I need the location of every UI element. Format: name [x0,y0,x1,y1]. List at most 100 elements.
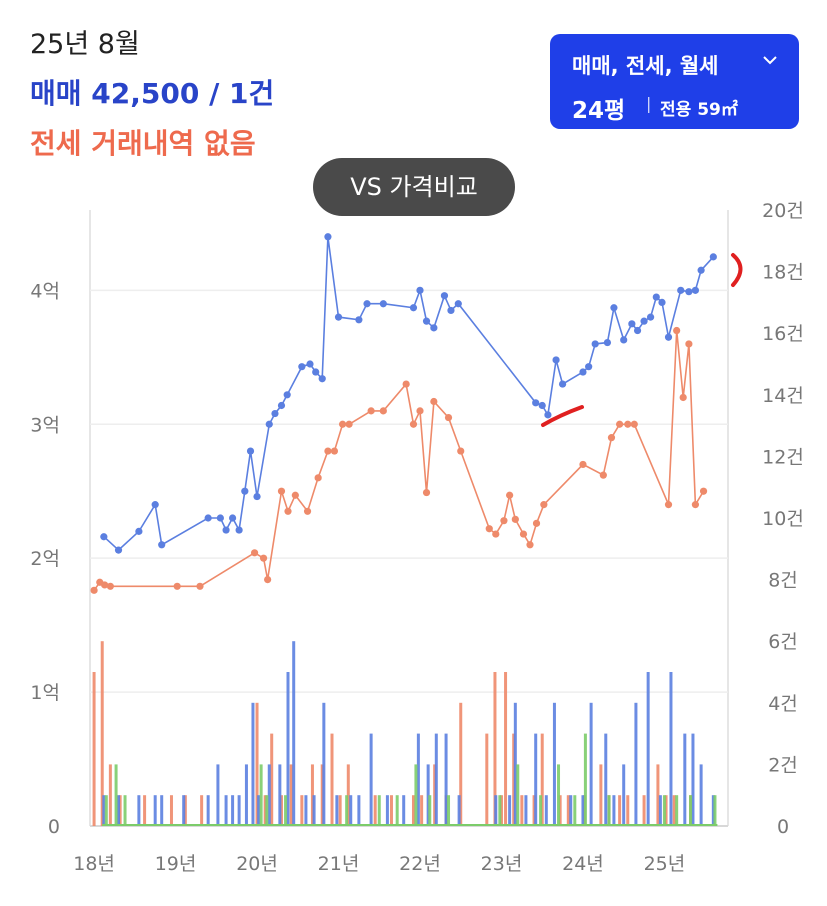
jeonse-price-point [607,434,616,442]
jeonse-price-point [416,407,424,415]
annotations [541,253,743,427]
jeonse-volume-bar [558,795,562,826]
y-right-tick-label: 14건 [762,385,804,407]
y-left-tick-label: 0 [48,816,60,838]
grid [89,210,729,827]
sale-volume-bar [153,795,157,826]
jeonse-price-point [259,554,268,562]
jeonse-volume-bar [310,764,314,826]
wolse-volume-bar [583,733,587,826]
jeonse-price-point [338,420,347,428]
wolse-volume-bar [345,795,349,826]
sale-volume-bar [102,795,106,826]
volume-bars [92,641,718,826]
sale-price-point [228,514,237,522]
sale-price-point [158,541,166,549]
sale-price-point [447,306,455,315]
sale-volume-bar [322,702,326,826]
jeonse-price-point [379,407,387,415]
wolse-volume-bar [259,764,263,826]
sale-price-point [241,487,249,495]
sale-price-point [603,338,612,347]
sale-volume-bar [231,795,235,826]
x-tick-label: 22년 [399,853,441,875]
jeonse-price-point [402,380,410,388]
sale-price-point [271,409,279,418]
chevron-down-icon [760,50,780,75]
wolse-volume-bar [395,795,399,826]
jeonse-price-point [599,471,607,479]
jeonse-volume-bar [108,764,112,826]
jeonse-volume-bar [92,672,96,826]
jeonse-volume-bar [520,795,524,826]
jeonse-volume-bar [143,795,147,826]
sale-volume-bar [444,733,448,826]
x-tick-label: 18년 [73,853,115,875]
jeonse-volume-bar [540,733,544,826]
wolse-volume-bar [539,795,543,826]
jeonse-volume-bar [499,795,503,826]
jeonse-volume-bar [169,795,173,826]
jeonse-volume-bar [504,672,508,826]
jeonse-volume-bar [672,795,676,826]
sale-volume-bar [304,795,308,826]
sale-price-point [558,380,567,388]
wolse-volume-bar [428,795,432,826]
sale-volume-bar [416,733,420,826]
sale-volume-bar [257,795,261,826]
jeonse-price-point [367,407,375,415]
sale-price-point [628,320,636,328]
sale-price-point [709,253,717,261]
sale-price-point [454,300,462,308]
wolse-volume-bar [104,795,108,826]
wolse-volume-bar [689,795,693,826]
sale-volume-bar [634,702,638,826]
jeonse-price-point [90,586,98,594]
jeonse-price-point [630,420,638,428]
y-right-tick-label: 2건 [768,754,798,776]
sale-volume-bar [508,795,512,826]
jeonse-volume-bar [100,641,104,826]
sale-volume-bar [357,795,361,826]
vs-compare-button[interactable]: VS 가격비교 [313,158,515,216]
trade-type-filter-button[interactable]: 매매, 전세, 월세 24평 | 전용 59㎡ [550,34,799,129]
sale-volume-bar [457,795,461,826]
jeonse-volume-bar [389,795,393,826]
jeonse-price-point [277,487,286,495]
wolse-volume-bar [414,764,418,826]
area-label: 전용 59㎡ [660,100,738,120]
jeonse-price-point [284,507,292,515]
y-right-tick-label: 18건 [762,262,804,284]
jeonse-price-point [303,507,312,515]
sale-volume-bar [699,764,703,826]
sale-price-point [246,447,255,455]
sale-summary: 매매 42,500 / 1건 [30,77,275,110]
sale-price-point [216,514,224,522]
sale-volume-bar [385,795,389,826]
sale-price-point [552,356,560,364]
jeonse-volume-bar [618,795,622,826]
sale-price-point [222,526,230,534]
sale-volume-bar [552,702,556,826]
jeonse-volume-bar [373,795,377,826]
jeonse-volume-bar [512,733,516,826]
selected-month: 25년 8월 [30,29,140,60]
y-right-tick-label: 20건 [762,200,804,222]
y-right-tick-label: 0 [777,816,789,838]
sale-price-point [544,411,552,419]
sale-price-point [664,333,673,341]
sale-volume-bar [612,795,616,826]
jeonse-price-point [430,397,438,406]
jeonse-price-point [250,549,259,557]
sale-volume-bar [278,764,282,826]
sale-price-point [151,501,159,509]
wolse-volume-bar [607,795,611,826]
jeonse-price-point [540,501,548,509]
jeonse-volume-bar [411,795,415,826]
jeonse-price-point [664,501,673,509]
red-annotation-arc [731,253,743,287]
jeonse-price-point [673,326,681,335]
sale-price-point [409,304,418,312]
jeonse-price-point [624,420,632,428]
wolse-volume-bar [498,795,502,826]
